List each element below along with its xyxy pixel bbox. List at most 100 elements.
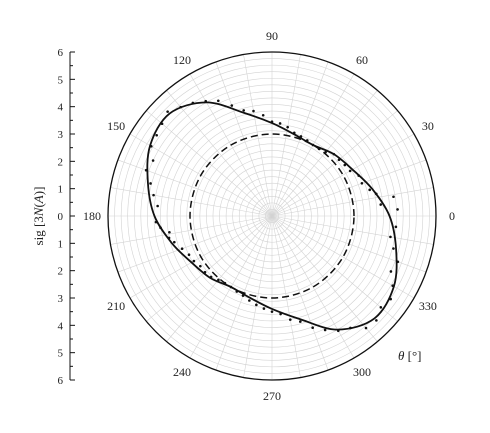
series-dashed-line bbox=[189, 133, 355, 299]
scatter-point bbox=[173, 240, 176, 244]
scatter-point bbox=[242, 109, 245, 112]
angle-tick-label: 120 bbox=[173, 53, 191, 67]
scatter-point bbox=[229, 285, 233, 289]
scatter-point bbox=[180, 247, 184, 251]
radial-tick-label: 3 bbox=[58, 293, 64, 305]
grid-spoke bbox=[166, 90, 273, 217]
angle-tick-label: 90 bbox=[266, 29, 278, 43]
radial-tick-label: 5 bbox=[58, 348, 64, 360]
scatter-point bbox=[317, 147, 321, 151]
scatter-point bbox=[368, 188, 371, 192]
scatter-point bbox=[270, 310, 274, 313]
scatter-point bbox=[323, 328, 327, 332]
scatter-point bbox=[167, 236, 171, 240]
scatter-point bbox=[357, 174, 361, 177]
angle-tick-label: 330 bbox=[419, 299, 437, 313]
grid-spoke bbox=[271, 215, 329, 371]
grid-spoke bbox=[243, 54, 273, 217]
scatter-point bbox=[305, 139, 309, 142]
scatter-point bbox=[286, 125, 289, 129]
scatter-point bbox=[336, 329, 340, 333]
scatter-point bbox=[379, 203, 383, 206]
scatter-point bbox=[288, 318, 292, 321]
scatter-point bbox=[343, 163, 347, 167]
scatter-point bbox=[396, 208, 399, 211]
scatter-point bbox=[299, 135, 303, 138]
scatter-point bbox=[391, 284, 395, 288]
scatter-point bbox=[154, 220, 158, 224]
radial-tick-label: 6 bbox=[58, 375, 64, 387]
scatter-point bbox=[160, 122, 164, 126]
scatter-point bbox=[299, 320, 302, 323]
scatter-point bbox=[187, 253, 191, 256]
scatter-point bbox=[149, 182, 152, 185]
scatter-point bbox=[278, 122, 282, 125]
scatter-point bbox=[191, 101, 195, 105]
scatter-point bbox=[374, 192, 378, 196]
radial-tick-label: 2 bbox=[58, 266, 64, 278]
grid-spoke bbox=[117, 215, 273, 273]
radial-tick-label: 4 bbox=[58, 320, 64, 332]
radial-tick-label: 0 bbox=[58, 211, 64, 223]
scatter-point bbox=[349, 326, 352, 330]
scatter-point bbox=[203, 270, 207, 274]
scatter-point bbox=[389, 235, 392, 239]
grid-spoke bbox=[271, 133, 415, 217]
radial-tick-label: 5 bbox=[58, 74, 64, 86]
scatter-point bbox=[156, 204, 159, 208]
scatter-point bbox=[209, 275, 213, 279]
angle-tick-label: 240 bbox=[173, 365, 191, 379]
scatter-point bbox=[396, 260, 400, 264]
angle-tick-label: 270 bbox=[263, 389, 281, 403]
scatter-point bbox=[375, 319, 378, 322]
grid-spoke bbox=[271, 215, 355, 359]
radial-tick-label: 1 bbox=[58, 238, 64, 250]
scatter-point bbox=[255, 303, 258, 307]
polar-grid bbox=[107, 51, 437, 381]
scatter-point bbox=[262, 307, 266, 310]
scatter-point bbox=[159, 226, 162, 230]
scatter-point bbox=[199, 264, 202, 268]
scatter-point bbox=[394, 225, 398, 229]
scatter-point bbox=[166, 110, 169, 113]
scatter-point bbox=[149, 145, 153, 148]
scatter-point bbox=[179, 105, 182, 109]
angular-axis-label: θ [°] bbox=[398, 348, 422, 363]
scatter-point bbox=[155, 133, 158, 137]
scatter-point bbox=[151, 159, 155, 162]
scatter-point bbox=[311, 326, 314, 330]
grid-spoke bbox=[243, 215, 273, 378]
scatter-point bbox=[216, 99, 220, 103]
scatter-point bbox=[223, 281, 227, 285]
radial-tick-label: 3 bbox=[58, 129, 64, 141]
angle-tick-label: 180 bbox=[83, 209, 101, 223]
angle-tick-label: 60 bbox=[356, 53, 368, 67]
scatter-point bbox=[348, 169, 352, 173]
scatter-point bbox=[311, 143, 315, 147]
scatter-point bbox=[392, 195, 395, 199]
scatter-point bbox=[152, 193, 155, 197]
scatter-point bbox=[230, 104, 234, 107]
angular-tick-labels: 0 30 60 90 120 150 180 210 240 270 300 330 bbox=[83, 29, 455, 403]
scatter-point bbox=[389, 297, 392, 301]
grid-spoke bbox=[166, 215, 273, 342]
scatter-point bbox=[261, 113, 265, 117]
grid-spoke bbox=[110, 215, 273, 245]
scatter-point bbox=[168, 230, 171, 234]
angle-tick-label: 210 bbox=[107, 299, 125, 313]
scatter-point bbox=[248, 299, 251, 302]
scatter-point bbox=[292, 131, 296, 135]
scatter-point bbox=[279, 312, 282, 316]
scatter-point bbox=[364, 326, 368, 330]
radial-tick-label: 1 bbox=[58, 184, 64, 196]
radial-axis: 6 5 4 3 2 1 0 1 2 3 4 5 6 bbox=[58, 47, 75, 387]
scatter-point bbox=[324, 150, 327, 154]
grid-spoke bbox=[117, 159, 273, 217]
scatter-point bbox=[270, 120, 274, 123]
scatter-point bbox=[217, 278, 220, 282]
grid-spoke bbox=[271, 215, 415, 299]
outer-circle bbox=[107, 51, 437, 381]
radial-tick-label: 4 bbox=[58, 102, 64, 114]
scatter-point bbox=[389, 270, 393, 273]
